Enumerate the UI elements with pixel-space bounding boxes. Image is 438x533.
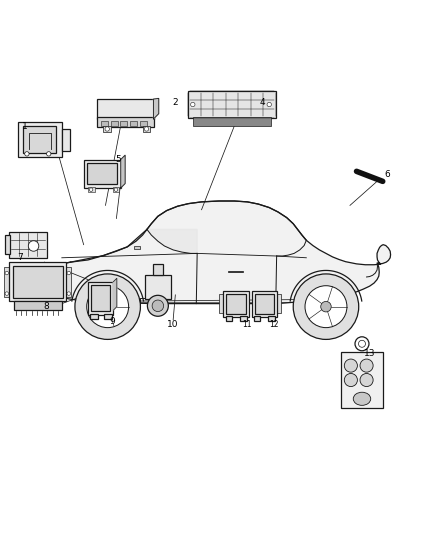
Ellipse shape <box>353 392 371 405</box>
Bar <box>87 163 117 184</box>
Bar <box>193 117 272 126</box>
Circle shape <box>358 340 365 348</box>
Circle shape <box>305 286 347 328</box>
Bar <box>90 313 98 319</box>
Bar <box>4 266 10 297</box>
Circle shape <box>360 359 373 372</box>
Text: 7: 7 <box>18 253 23 262</box>
Bar <box>240 316 247 321</box>
Text: 8: 8 <box>44 302 49 311</box>
Bar <box>97 117 153 127</box>
Bar <box>226 316 232 321</box>
Bar <box>111 120 118 126</box>
Text: 11: 11 <box>243 320 252 329</box>
Text: 5: 5 <box>116 155 121 164</box>
Bar <box>84 159 121 188</box>
Circle shape <box>102 302 113 312</box>
Bar <box>91 285 110 311</box>
Bar <box>226 294 246 313</box>
Circle shape <box>191 102 195 107</box>
Polygon shape <box>121 155 125 188</box>
Bar <box>145 275 171 299</box>
Circle shape <box>152 300 164 312</box>
Circle shape <box>145 127 149 131</box>
Circle shape <box>148 295 168 316</box>
Bar <box>5 235 11 254</box>
Polygon shape <box>153 99 159 119</box>
Bar <box>66 266 71 297</box>
Bar <box>341 352 383 408</box>
Circle shape <box>67 292 71 295</box>
Text: 12: 12 <box>269 320 278 329</box>
Bar <box>10 262 66 302</box>
Bar <box>228 271 243 272</box>
Bar <box>255 294 274 313</box>
Polygon shape <box>48 201 391 304</box>
Bar <box>254 316 261 321</box>
Circle shape <box>5 271 9 275</box>
Bar <box>152 264 163 275</box>
Bar <box>88 282 113 314</box>
Circle shape <box>321 302 331 312</box>
Circle shape <box>46 152 51 156</box>
Circle shape <box>344 374 357 386</box>
Bar <box>252 290 277 317</box>
Bar <box>101 120 108 126</box>
Text: 6: 6 <box>384 171 390 179</box>
Bar <box>130 120 137 126</box>
Circle shape <box>293 274 359 340</box>
Circle shape <box>105 127 110 131</box>
Text: 1: 1 <box>22 122 28 131</box>
Polygon shape <box>147 229 197 253</box>
Bar <box>120 120 127 126</box>
Circle shape <box>87 286 129 328</box>
Bar <box>188 91 276 118</box>
Circle shape <box>5 292 9 295</box>
Bar <box>276 294 282 313</box>
Circle shape <box>355 337 369 351</box>
Bar <box>23 126 56 153</box>
Circle shape <box>25 152 29 156</box>
Circle shape <box>114 188 118 191</box>
Circle shape <box>344 359 357 372</box>
Bar <box>13 265 63 298</box>
Bar <box>143 126 150 132</box>
Bar <box>134 246 141 249</box>
Bar <box>88 187 95 192</box>
Circle shape <box>360 374 373 386</box>
Circle shape <box>28 241 39 251</box>
Bar <box>268 316 275 321</box>
Text: 9: 9 <box>109 317 115 326</box>
Bar <box>14 301 62 310</box>
Circle shape <box>267 102 272 107</box>
Text: 10: 10 <box>167 320 179 329</box>
Bar <box>219 294 224 313</box>
Text: 4: 4 <box>260 98 265 107</box>
Circle shape <box>89 188 93 191</box>
Bar <box>97 99 153 119</box>
Circle shape <box>67 271 71 275</box>
Bar <box>223 290 249 317</box>
Bar <box>62 129 70 151</box>
Bar <box>103 126 111 132</box>
Polygon shape <box>113 278 117 310</box>
Bar <box>140 120 147 126</box>
Text: 2: 2 <box>173 98 178 107</box>
Circle shape <box>75 274 141 340</box>
Bar <box>113 187 120 192</box>
Text: 13: 13 <box>364 349 375 358</box>
Bar <box>10 231 46 258</box>
Bar <box>104 313 112 319</box>
Bar <box>18 123 62 157</box>
